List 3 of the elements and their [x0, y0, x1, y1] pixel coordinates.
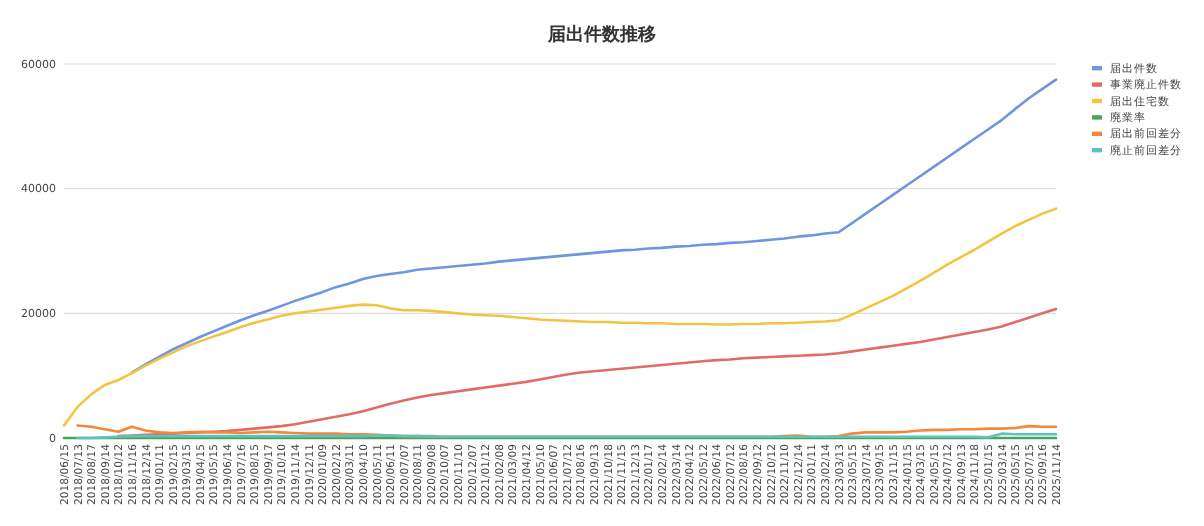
line-series: [130, 78, 1058, 374]
chart-title: 届出件数推移: [546, 24, 656, 46]
line-series: [62, 207, 1058, 427]
